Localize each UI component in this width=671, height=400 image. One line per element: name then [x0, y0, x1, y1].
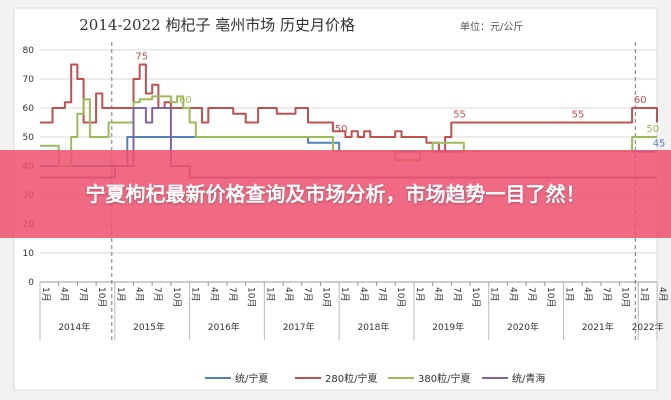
x-tick-label: 7月	[302, 287, 313, 302]
x-tick-label: 1月	[638, 287, 649, 302]
y-tick-label: 10	[23, 249, 35, 259]
year-label: 2016年	[208, 321, 240, 333]
x-tick-label: 4月	[582, 287, 593, 302]
x-tick-label: 4月	[59, 287, 70, 302]
year-label: 2022年	[632, 321, 664, 333]
x-tick-label: 4月	[507, 287, 518, 302]
year-label: 2017年	[283, 321, 315, 333]
y-tick-label: 80	[23, 46, 35, 56]
year-label: 2021年	[582, 321, 614, 333]
headline-banner: 宁夏枸杞最新价格查询及市场分析，市场趋势一目了然！	[0, 150, 671, 238]
legend: 统/宁夏 280粒/宁夏 380粒/宁夏 统/青海	[205, 372, 545, 385]
x-tick-label: 1月	[339, 287, 350, 302]
chart-unit: 单位：元/公斤	[460, 20, 523, 33]
x-tick-label: 4月	[208, 287, 219, 302]
data-label: 45	[653, 139, 666, 150]
x-tick-label: 1月	[414, 287, 425, 302]
x-tick-label: 4月	[358, 287, 369, 302]
data-label: 55	[572, 110, 585, 121]
legend-label: 380粒/宁夏	[418, 372, 470, 385]
legend-label: 统/青海	[512, 372, 545, 385]
x-tick-label: 10月	[171, 287, 182, 307]
x-tick-label: 1月	[564, 287, 575, 302]
x-tick-label: 7月	[526, 287, 537, 302]
x-tick-label: 1月	[190, 287, 201, 302]
data-label: 60	[179, 95, 192, 106]
x-tick-label: 10月	[470, 287, 481, 307]
x-tick-label: 1月	[489, 287, 500, 302]
x-tick-label: 7月	[77, 287, 88, 302]
y-tick-label: 50	[23, 133, 35, 143]
data-label: 55	[453, 110, 466, 121]
x-tick-label: 1月	[115, 287, 126, 302]
x-axis: 1月 4月 7月 10月 1月 4月 7月 10月 1月 4月 7月 10月 1月 4月 7月 10月 1月 4月…	[39, 42, 668, 340]
data-label: 50	[646, 124, 659, 135]
headline-text: 宁夏枸杞最新价格查询及市场分析，市场趋势一目了然！	[85, 182, 586, 206]
data-labels: 75 60 50 55 55 60 50 45	[135, 52, 665, 150]
x-tick-label: 10月	[620, 287, 631, 307]
year-label: 2014年	[58, 321, 90, 333]
x-tick-label: 1月	[40, 287, 51, 302]
year-label: 2019年	[432, 321, 464, 333]
y-tick-label: 70	[23, 75, 35, 85]
x-tick-label: 7月	[227, 287, 238, 302]
x-tick-label: 1月	[264, 287, 275, 302]
x-tick-label: 7月	[377, 287, 388, 302]
x-tick-label: 4月	[283, 287, 294, 302]
x-tick-label: 10月	[320, 287, 331, 307]
y-tick-label: 0	[28, 278, 34, 288]
data-label: 75	[135, 52, 148, 63]
x-tick-label: 10月	[246, 287, 257, 307]
x-tick-label: 7月	[451, 287, 462, 302]
x-tick-label: 10月	[395, 287, 406, 307]
x-tick-label: 4月	[133, 287, 144, 302]
year-label: 2015年	[133, 321, 165, 333]
legend-label: 280粒/宁夏	[325, 372, 377, 385]
data-label: 50	[335, 124, 348, 135]
year-label: 2020年	[507, 321, 539, 333]
x-tick-label: 4月	[657, 287, 668, 302]
legend-label: 统/宁夏	[235, 372, 268, 385]
data-label: 60	[634, 95, 647, 106]
x-tick-label: 7月	[601, 287, 612, 302]
year-label: 2018年	[357, 321, 389, 333]
x-tick-label: 10月	[96, 287, 107, 307]
x-tick-label: 4月	[433, 287, 444, 302]
x-tick-label: 7月	[152, 287, 163, 302]
x-tick-label: 10月	[545, 287, 556, 307]
series-line-1	[40, 63, 658, 153]
y-tick-label: 60	[23, 104, 35, 114]
chart-title: 2014-2022 枸杞子 亳州市场 历史月价格	[79, 16, 355, 34]
